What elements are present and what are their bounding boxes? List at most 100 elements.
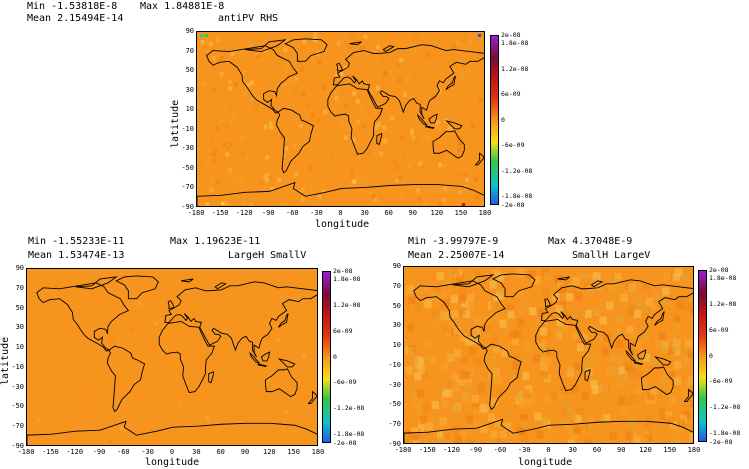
field-cell xyxy=(399,57,404,63)
field-cell xyxy=(256,53,261,59)
x-axis-label: longitude xyxy=(315,219,370,230)
field-cell xyxy=(471,394,479,403)
field-cell xyxy=(266,335,272,340)
field-cell xyxy=(660,412,669,421)
field-cell xyxy=(528,269,536,278)
field-cell xyxy=(465,337,473,346)
field-cell xyxy=(445,130,451,136)
field-cell xyxy=(216,37,221,43)
field-cell xyxy=(617,396,626,405)
field-cell xyxy=(417,366,425,375)
coastline xyxy=(76,277,117,289)
field-cell xyxy=(669,333,677,342)
field-cell xyxy=(613,328,622,337)
field-background xyxy=(27,269,317,445)
field-cell xyxy=(285,38,290,44)
field-cell xyxy=(605,366,613,375)
field-cell xyxy=(516,393,524,402)
field-cell xyxy=(277,177,282,183)
coastline xyxy=(634,362,642,365)
field-cell xyxy=(200,128,205,133)
field-cell xyxy=(458,190,463,195)
field-cell xyxy=(282,152,287,158)
field-cell xyxy=(109,337,114,343)
field-cell xyxy=(463,47,468,52)
field-cell xyxy=(478,386,486,395)
field-cell xyxy=(516,318,525,327)
coastline xyxy=(337,63,343,71)
field-cell xyxy=(641,428,649,437)
lon-tick-label: 30 xyxy=(192,448,201,456)
field-cell xyxy=(249,41,254,46)
field-cell xyxy=(423,200,428,206)
field-cell xyxy=(538,356,547,365)
field-cell xyxy=(674,360,682,369)
field-cell xyxy=(333,90,338,96)
lon-tick-label: -180 xyxy=(187,209,205,217)
field-cell xyxy=(668,371,676,380)
field-cell xyxy=(497,288,506,297)
field-cell xyxy=(289,77,294,82)
field-cell xyxy=(449,79,454,85)
field-cell xyxy=(373,125,378,130)
field-cell xyxy=(471,331,479,340)
coastline xyxy=(207,46,298,113)
colorbar-tick-label: 0 xyxy=(333,352,337,361)
lat-tick-label: -50 xyxy=(388,400,401,409)
field-cell xyxy=(452,383,460,392)
field-cell xyxy=(323,109,328,115)
lat-tick-label: -70 xyxy=(11,422,24,431)
field-cell xyxy=(291,145,296,150)
field-cell xyxy=(283,66,288,71)
lon-tick-label: 180 xyxy=(311,448,325,456)
colorbar-tick-label: -1.8e-08 xyxy=(333,429,365,438)
lat-tick-label: -10 xyxy=(181,124,194,133)
field-cell xyxy=(173,403,178,408)
coastline xyxy=(377,134,382,145)
field-cell xyxy=(254,104,259,110)
field-cell xyxy=(562,407,570,416)
world-map xyxy=(197,32,484,206)
field-cell xyxy=(259,43,264,48)
field-cell xyxy=(477,147,482,153)
field-cell xyxy=(54,296,59,301)
field-cell xyxy=(535,334,543,343)
coastline xyxy=(285,39,327,61)
field-cell xyxy=(644,433,653,442)
field-cell xyxy=(275,52,280,58)
field-cell xyxy=(358,104,363,109)
field-cell xyxy=(511,337,519,346)
field-cell xyxy=(343,135,348,140)
field-cell xyxy=(344,103,349,109)
field-cell xyxy=(536,430,544,439)
coastline xyxy=(37,283,129,351)
field-cell xyxy=(616,315,624,324)
field-cell xyxy=(567,366,575,375)
field-cell xyxy=(424,299,432,308)
field-cell xyxy=(599,316,607,325)
field-cell xyxy=(530,395,538,404)
lat-tick-label: 50 xyxy=(392,301,401,310)
field-cell xyxy=(318,194,323,200)
field-cell xyxy=(634,341,642,350)
lat-tick-label: -10 xyxy=(388,360,401,369)
field-cell xyxy=(378,151,383,157)
field-cell xyxy=(388,68,393,74)
colorbar-tick-label: 6e-09 xyxy=(333,326,353,335)
field-cell xyxy=(442,186,447,192)
lat-tick-label: 70 xyxy=(15,283,24,292)
field-cell xyxy=(436,272,444,281)
coastline xyxy=(414,281,505,349)
field-cell xyxy=(583,279,591,288)
lon-tick-label: 150 xyxy=(454,209,468,217)
field-cell xyxy=(399,135,404,141)
field-cell xyxy=(410,358,418,367)
field-cell xyxy=(613,272,622,281)
field-cell xyxy=(441,197,446,202)
field-cell xyxy=(321,194,326,200)
coastline xyxy=(250,353,259,363)
field-cell xyxy=(478,51,483,56)
field-cell xyxy=(574,414,582,423)
lat-tick-label: -90 xyxy=(181,203,194,211)
field-cell xyxy=(581,392,589,401)
